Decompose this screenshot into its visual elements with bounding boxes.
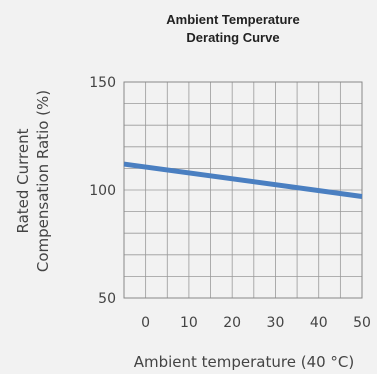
plot-frame	[123, 81, 363, 299]
y-tick-label: 100	[89, 183, 116, 199]
y-tick-label: 150	[89, 75, 116, 91]
y-axis-label: Rated Current Compensation Ratio (%)	[14, 90, 52, 272]
y-axis-label-line-2: Compensation Ratio (%)	[34, 90, 52, 272]
x-tick-labels: 0 10 20 30 40 50	[141, 315, 371, 331]
x-tick-label: 0	[141, 315, 150, 331]
series-line-1	[123, 161, 363, 199]
x-tick-label: 10	[180, 315, 198, 331]
x-tick-label: 20	[223, 315, 241, 331]
y-axis-label-line-1: Rated Current	[14, 128, 32, 233]
x-tick-label: 30	[267, 315, 285, 331]
series-group	[123, 161, 363, 199]
chart-title-line-2: Derating Curve	[186, 30, 279, 45]
x-tick-label: 50	[353, 315, 371, 331]
y-tick-label: 50	[98, 291, 116, 307]
y-tick-labels: 50 100 150	[89, 75, 116, 307]
x-tick-label: 40	[310, 315, 328, 331]
x-axis-label: Ambient temperature (40 °C)	[134, 353, 355, 371]
chart-title: Ambient Temperature Derating Curve	[166, 12, 299, 45]
chart-title-line-1: Ambient Temperature	[166, 12, 299, 27]
